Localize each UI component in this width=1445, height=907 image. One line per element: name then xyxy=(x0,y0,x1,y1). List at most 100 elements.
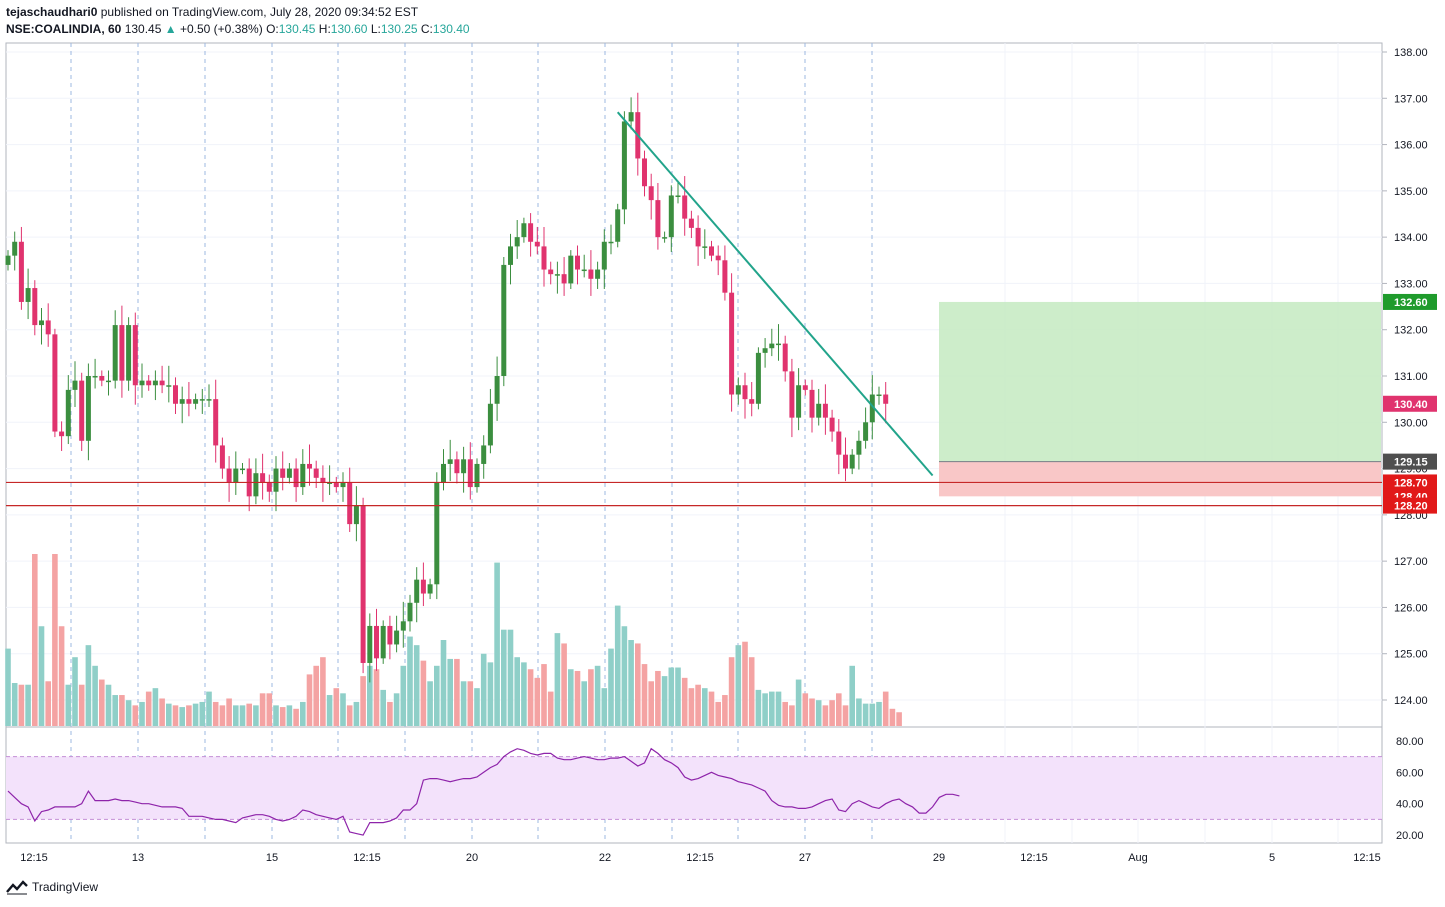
volume-bar xyxy=(253,705,259,726)
candle-body xyxy=(347,482,353,525)
candle-body xyxy=(581,269,587,272)
candle-body xyxy=(595,269,601,279)
open-label: O: xyxy=(266,22,279,36)
candle-body xyxy=(481,445,487,464)
tradingview-footer[interactable]: TradingView xyxy=(6,879,98,895)
candle-body xyxy=(219,445,225,469)
close-label: C: xyxy=(420,22,433,36)
candle-body xyxy=(776,343,781,346)
candle-body xyxy=(628,112,634,122)
volume-bar xyxy=(179,707,185,726)
candle-body xyxy=(112,325,118,381)
candle-body xyxy=(729,292,735,395)
volume-bar xyxy=(467,681,474,726)
volume-bar xyxy=(112,695,118,726)
author-name[interactable]: tejaschaudhari0 xyxy=(6,5,98,19)
volume-bar xyxy=(795,679,802,726)
volume-bar xyxy=(541,664,547,726)
price-tick-label: 134.00 xyxy=(1394,232,1428,244)
candle-body xyxy=(85,376,91,441)
candle-body xyxy=(166,385,172,387)
price-tick-label: 124.00 xyxy=(1394,695,1428,707)
volume-bar xyxy=(52,554,58,726)
volume-bar xyxy=(748,657,755,726)
time-tick-label: 5 xyxy=(1269,852,1275,864)
volume-bar xyxy=(460,681,467,726)
volume-bar xyxy=(480,653,487,726)
candle-body xyxy=(809,389,815,418)
time-tick-label: 12:15 xyxy=(353,852,381,864)
volume-bar xyxy=(775,691,782,726)
volume-bar xyxy=(78,684,85,726)
close-value: 130.40 xyxy=(432,22,470,36)
publish-header: tejaschaudhari0 published on TradingView… xyxy=(6,5,418,19)
volume-bar xyxy=(876,701,882,726)
candle-body xyxy=(353,505,359,525)
candle-body xyxy=(541,246,547,270)
volume-bar xyxy=(326,695,333,726)
candle-body xyxy=(380,625,386,659)
tradingview-brand: TradingView xyxy=(32,880,99,894)
candle-body xyxy=(273,468,279,492)
volume-bar xyxy=(279,707,286,726)
volume-bar xyxy=(668,667,675,726)
candle-body xyxy=(240,468,245,471)
candle-body xyxy=(487,403,493,446)
candle-body xyxy=(856,440,862,455)
candle-body xyxy=(662,237,668,239)
volume-bar xyxy=(387,701,393,726)
volume-bar xyxy=(849,665,855,726)
volume-bar xyxy=(25,684,31,726)
volume-bar xyxy=(789,705,795,726)
time-tick-label: 20 xyxy=(466,852,478,864)
low-value: 130.25 xyxy=(380,22,418,36)
candle-body xyxy=(72,380,78,390)
candle-body xyxy=(340,482,346,488)
volume-bar xyxy=(769,691,775,726)
volume-bar xyxy=(856,698,862,726)
candle-body xyxy=(447,459,453,464)
volume-bar xyxy=(233,705,239,726)
volume-bar xyxy=(554,633,561,726)
up-arrow-icon: ▲ xyxy=(164,22,177,36)
volume-bar xyxy=(695,684,701,726)
candle-body xyxy=(454,459,460,474)
rsi-tick-label: 40.00 xyxy=(1396,799,1424,811)
volume-bar xyxy=(527,669,534,726)
candle-body xyxy=(420,579,426,594)
symbol-label[interactable]: NSE:COALINDIA, 60 xyxy=(6,22,122,36)
candle-body xyxy=(286,468,292,478)
candle-body xyxy=(461,459,467,474)
volume-bar xyxy=(407,636,413,726)
volume-bar xyxy=(246,703,252,726)
change-value: +0.50 (+0.38%) xyxy=(179,22,263,36)
volume-bar xyxy=(836,693,842,726)
candle-body xyxy=(822,403,828,418)
volume-bar xyxy=(300,701,306,726)
volume-bar xyxy=(829,700,835,726)
volume-bar xyxy=(534,677,541,726)
volume-bar xyxy=(306,674,313,726)
volume-bar xyxy=(702,688,708,726)
candle-body xyxy=(280,468,286,478)
price-tick-label: 126.00 xyxy=(1394,602,1428,614)
volume-bar xyxy=(132,705,139,726)
volume-bar xyxy=(373,669,380,726)
candle-body xyxy=(836,431,842,455)
candle-body xyxy=(521,223,527,238)
candle-body xyxy=(5,255,11,265)
price-label-text: 128.70 xyxy=(1394,477,1428,489)
candle-body xyxy=(782,343,788,372)
volume-bar xyxy=(367,665,373,726)
price-label-text: 129.15 xyxy=(1394,457,1428,469)
volume-bar xyxy=(172,705,179,726)
time-tick-label: 12:15 xyxy=(686,852,714,864)
price-label-text: 132.60 xyxy=(1394,297,1428,309)
volume-bar xyxy=(889,708,896,726)
candle-body xyxy=(427,584,433,594)
candle-body xyxy=(575,255,580,270)
candle-body xyxy=(387,625,393,645)
descending-trendline xyxy=(616,111,934,477)
candle-body xyxy=(742,385,748,400)
